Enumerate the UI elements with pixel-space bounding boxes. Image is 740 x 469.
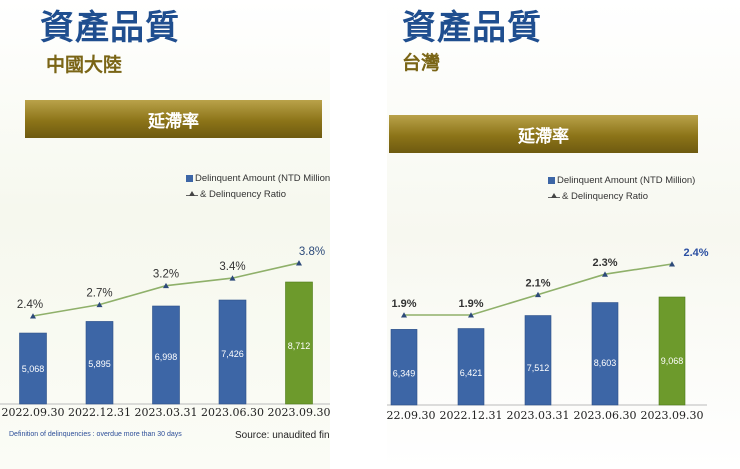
ratio-label: 3.8% bbox=[299, 246, 325, 258]
ratio-marker bbox=[468, 312, 474, 318]
legend-bar-swatch bbox=[548, 177, 555, 184]
x-tick-label: 2023.03.31 bbox=[507, 409, 570, 422]
legend-line-label: & Delinquency Ratio bbox=[562, 191, 649, 202]
legend-bar-swatch bbox=[186, 175, 193, 182]
legend-bar-label: Delinquent Amount (NTD Million bbox=[195, 173, 330, 184]
bar-group: 8,603 bbox=[591, 302, 619, 406]
bar-value-label: 8,712 bbox=[288, 341, 311, 351]
legend-line: & Delinquency Ratio bbox=[186, 189, 286, 200]
ratio-label: 3.4% bbox=[219, 261, 245, 273]
page-title: 資產品質 bbox=[40, 8, 180, 48]
ratio-label: 1.9% bbox=[458, 298, 483, 310]
bar bbox=[19, 332, 47, 405]
ratio-marker bbox=[401, 312, 407, 318]
ratio-label: 3.2% bbox=[153, 269, 179, 281]
x-tick-label: 2022.09.30 bbox=[387, 409, 435, 422]
bar-value-label: 7,426 bbox=[221, 349, 244, 359]
ratio-label: 2.3% bbox=[592, 257, 617, 269]
ratio-marker bbox=[96, 301, 103, 308]
bar-group: 5,895 bbox=[85, 321, 114, 405]
x-tick-label: 2023.06.30 bbox=[574, 409, 637, 422]
legend-line-label: & Delinquency Ratio bbox=[200, 189, 287, 200]
bar-value-label: 5,895 bbox=[88, 359, 111, 369]
bar-group: 6,421 bbox=[457, 328, 485, 406]
ratio-marker bbox=[535, 291, 541, 298]
footnote-source: Source: unaudited fin bbox=[235, 430, 330, 441]
panel-gap bbox=[330, 0, 387, 469]
bar-value-label: 9,068 bbox=[661, 356, 684, 366]
x-tick-label: 2022.12.31 bbox=[440, 409, 503, 422]
ratio-label: 2.4% bbox=[683, 247, 708, 259]
x-tick-label: 2023.09.30 bbox=[641, 409, 704, 422]
chart-panel-taiwan: 資產品質 台灣 延滯率 Delinquent Amount (NTD Milli… bbox=[387, 0, 740, 469]
bar-value-label: 6,421 bbox=[460, 368, 483, 378]
bar-group: 7,426 bbox=[218, 299, 247, 405]
bar bbox=[457, 328, 485, 406]
legend-line: & Delinquency Ratio bbox=[548, 191, 648, 202]
ratio-marker bbox=[229, 275, 236, 281]
bar-group: 6,998 bbox=[152, 305, 180, 405]
ratio-marker bbox=[669, 261, 675, 267]
section-banner: 延滯率 bbox=[25, 100, 322, 138]
x-tick-label: 2023.06.30 bbox=[201, 406, 264, 419]
bar bbox=[218, 299, 247, 405]
ratio-label: 2.7% bbox=[86, 288, 112, 300]
bar-group: 8,712 bbox=[285, 281, 313, 405]
bar-group: 5,068 bbox=[19, 332, 47, 405]
bar-value-label: 8,603 bbox=[594, 358, 617, 368]
legend-line-marker bbox=[186, 191, 198, 198]
ratio-marker bbox=[163, 282, 169, 289]
chart-panel-china: 資產品質 中國大陸 延滯率 Delinquent Amount (NTD Mil… bbox=[0, 0, 330, 469]
ratio-label: 2.4% bbox=[17, 299, 43, 311]
legend-bar-label: Delinquent Amount (NTD Million) bbox=[557, 175, 696, 186]
footnote-definition: Definition of delinquencies : overdue mo… bbox=[9, 431, 182, 438]
chart-china: 5,068 2022.09.30 5,895 2022.12.31 6,998 2023.… bbox=[0, 246, 330, 419]
region-subtitle: 中國大陸 bbox=[46, 54, 123, 76]
x-tick-label: 2023.09.30 bbox=[268, 406, 330, 419]
page-title: 資產品質 bbox=[402, 8, 542, 48]
bar-group: 9,068 bbox=[658, 296, 686, 406]
bar bbox=[152, 305, 180, 405]
x-tick-label: 2022.12.31 bbox=[68, 406, 131, 419]
chart-taiwan: 6,349 2022.09.30 6,421 2022.12.31 7,512 2023.… bbox=[387, 247, 709, 422]
bar-value-label: 7,512 bbox=[527, 363, 550, 373]
bar-value-label: 5,068 bbox=[22, 364, 45, 374]
region-subtitle: 台灣 bbox=[402, 52, 441, 74]
bar bbox=[524, 315, 552, 406]
legend-line-marker bbox=[548, 193, 560, 200]
bar bbox=[85, 321, 114, 405]
bar bbox=[591, 302, 619, 406]
x-tick-label: 2022.09.30 bbox=[2, 406, 65, 419]
ratio-marker bbox=[602, 271, 608, 277]
bar-value-label: 6,998 bbox=[155, 352, 178, 362]
bar bbox=[285, 281, 313, 405]
ratio-label: 2.1% bbox=[525, 278, 550, 290]
ratio-marker bbox=[296, 260, 302, 266]
legend-bar: Delinquent Amount (NTD Million) bbox=[548, 175, 695, 186]
legend-bar: Delinquent Amount (NTD Million bbox=[186, 173, 330, 184]
bar-value-label: 6,349 bbox=[393, 368, 416, 378]
ratio-marker bbox=[30, 313, 36, 319]
x-tick-label: 2023.03.31 bbox=[135, 406, 198, 419]
bar-group: 7,512 bbox=[524, 315, 552, 406]
bar-group: 6,349 bbox=[390, 329, 418, 406]
bar bbox=[390, 329, 418, 406]
ratio-label: 1.9% bbox=[391, 298, 416, 310]
section-banner: 延滯率 bbox=[389, 115, 698, 153]
bar bbox=[658, 296, 686, 406]
